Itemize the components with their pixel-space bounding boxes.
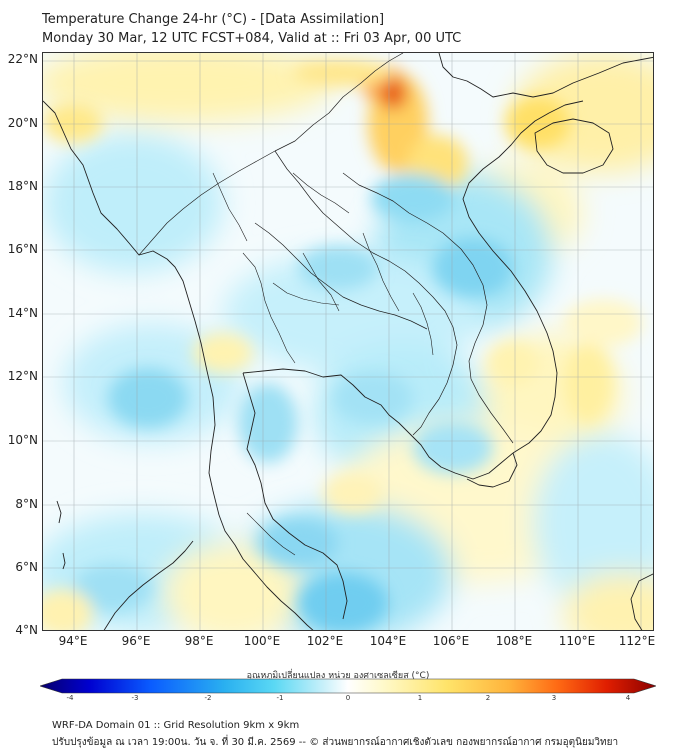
lat-label-22n: 22°N <box>7 52 38 66</box>
footer-credit: ปรับปรุงข้อมูล ณ เวลา 19:00น. วัน จ. ที่… <box>52 737 619 748</box>
map-title: Temperature Change 24-hr (°C) - [Data As… <box>42 12 385 27</box>
footer-model-info: WRF-DA Domain 01 :: Grid Resolution 9km … <box>52 720 300 731</box>
colorbar <box>40 678 656 694</box>
lat-label-20n: 20°N <box>7 116 38 130</box>
colorbar-tick: 1 <box>417 694 423 702</box>
colorbar-tick: -3 <box>131 694 139 702</box>
colorbar-tick: -4 <box>66 694 74 702</box>
lon-label-108e: 108°E <box>495 634 533 648</box>
lat-label-4n: 4°N <box>15 623 38 637</box>
temperature-field <box>43 53 653 630</box>
lat-label-12n: 12°N <box>7 369 38 383</box>
lat-label-6n: 6°N <box>15 560 38 574</box>
colorbar-tick: -1 <box>276 694 284 702</box>
colorbar-tick: 0 <box>345 694 351 702</box>
colorbar-tick: 3 <box>551 694 557 702</box>
lon-label-112e: 112°E <box>618 634 656 648</box>
map-subtitle: Monday 30 Mar, 12 UTC FCST+084, Valid at… <box>42 31 462 46</box>
colorbar-tick: 4 <box>625 694 631 702</box>
lon-label-104e: 104°E <box>369 634 407 648</box>
colorbar-tick: -2 <box>204 694 212 702</box>
lat-label-10n: 10°N <box>7 433 38 447</box>
lon-label-100e: 100°E <box>243 634 281 648</box>
lon-label-102e: 102°E <box>306 634 344 648</box>
lat-label-8n: 8°N <box>15 497 38 511</box>
map-canvas <box>43 53 653 630</box>
lat-label-18n: 18°N <box>7 179 38 193</box>
lon-label-94e: 94°E <box>58 634 88 648</box>
colorbar-tick: 2 <box>485 694 491 702</box>
graticule <box>43 53 653 630</box>
lon-label-106e: 106°E <box>432 634 470 648</box>
lat-label-14n: 14°N <box>7 306 38 320</box>
lon-label-98e: 98°E <box>184 634 214 648</box>
lon-label-96e: 96°E <box>121 634 151 648</box>
coastlines-and-borders <box>43 53 653 630</box>
colorbar-label: อุณหภูมิเปลี่ยนแปลง หน่วย องศาเซลเซียส (… <box>246 671 430 681</box>
lat-label-16n: 16°N <box>7 242 38 256</box>
temperature-change-map <box>42 52 654 631</box>
lon-label-110e: 110°E <box>558 634 596 648</box>
